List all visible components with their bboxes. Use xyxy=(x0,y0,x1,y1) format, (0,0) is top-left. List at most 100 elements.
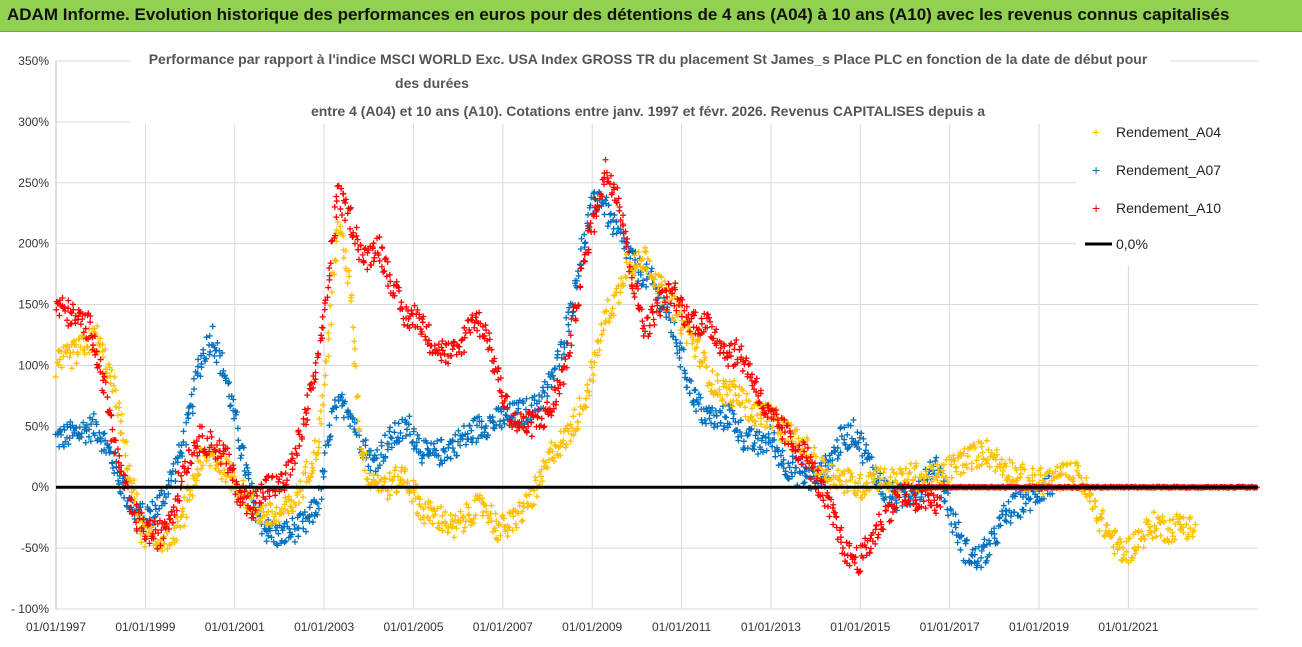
a07-point xyxy=(114,469,121,476)
a04-point xyxy=(1099,507,1106,514)
a04-point xyxy=(1046,467,1053,474)
a07-point xyxy=(985,537,992,544)
a07-point xyxy=(541,389,548,396)
a10-point xyxy=(359,251,366,258)
a07-point xyxy=(772,453,779,460)
a07-point xyxy=(188,391,195,398)
a10-point xyxy=(560,380,567,387)
a04-point xyxy=(930,466,937,473)
a04-point xyxy=(587,376,594,383)
a07-point xyxy=(751,440,758,447)
a07-point xyxy=(918,494,925,501)
a10-point xyxy=(846,540,853,547)
a10-point xyxy=(760,404,767,411)
a07-point xyxy=(972,545,979,552)
a10-point xyxy=(417,326,424,333)
a04-point xyxy=(1096,527,1103,534)
a04-point xyxy=(565,428,572,435)
a07-point xyxy=(385,440,392,447)
a10-point xyxy=(353,224,360,231)
a10-point xyxy=(752,378,759,385)
a04-point xyxy=(457,517,464,524)
a04-point xyxy=(999,467,1006,474)
a10-point xyxy=(751,379,758,386)
a07-point xyxy=(1034,493,1041,500)
a10-point xyxy=(195,433,202,440)
a04-point xyxy=(586,392,593,399)
a10-point xyxy=(619,212,626,219)
a04-point xyxy=(94,323,101,330)
a10-point xyxy=(294,452,301,459)
a07-point xyxy=(881,496,888,503)
a04-point xyxy=(754,412,761,419)
a04-point xyxy=(374,472,381,479)
a04-point xyxy=(992,468,999,475)
a10-point xyxy=(422,333,429,340)
a07-point xyxy=(211,352,218,359)
a04-point xyxy=(724,391,731,398)
a07-point xyxy=(758,437,765,444)
a10-point xyxy=(472,314,479,321)
a10-point xyxy=(208,433,215,440)
a10-point xyxy=(667,300,674,307)
a07-point xyxy=(66,435,73,442)
a04-point xyxy=(52,373,59,380)
a10-point xyxy=(838,539,845,546)
a07-point xyxy=(801,479,808,486)
a04-point xyxy=(303,458,310,465)
a04-point xyxy=(643,268,650,275)
a10-point xyxy=(578,265,585,272)
a07-point xyxy=(613,218,620,225)
a07-point xyxy=(67,418,74,425)
a04-point xyxy=(606,315,613,322)
a07-point xyxy=(735,437,742,444)
a07-point xyxy=(844,431,851,438)
a10-point xyxy=(53,306,60,313)
a10-point xyxy=(658,289,665,296)
a10-point xyxy=(787,433,794,440)
a04-point xyxy=(492,527,499,534)
a10-point xyxy=(171,512,178,519)
a07-point xyxy=(386,428,393,435)
a10-point xyxy=(82,325,89,332)
a07-point xyxy=(237,455,244,462)
a07-point xyxy=(414,431,421,438)
a04-point xyxy=(344,280,351,287)
a10-point xyxy=(847,552,854,559)
a07-point xyxy=(550,375,557,382)
a10-point xyxy=(302,421,309,428)
a10-point xyxy=(642,328,649,335)
a07-point xyxy=(677,340,684,347)
a10-point xyxy=(381,256,388,263)
a07-point xyxy=(78,430,85,437)
a07-point xyxy=(688,377,695,384)
a04-point xyxy=(240,477,247,484)
a04-point xyxy=(123,438,130,445)
a04-point xyxy=(1106,528,1113,535)
a07-point xyxy=(65,441,72,448)
a10-point xyxy=(117,468,124,475)
a07-point xyxy=(602,197,609,204)
a07-point xyxy=(478,431,485,438)
a10-point xyxy=(69,301,76,308)
a04-point xyxy=(854,487,861,494)
a07-point xyxy=(268,534,275,541)
a10-point xyxy=(347,225,354,232)
a07-point xyxy=(351,426,358,433)
a07-point xyxy=(183,441,190,448)
a10-point xyxy=(64,317,71,324)
a07-point xyxy=(417,448,424,455)
a04-point xyxy=(410,477,417,484)
a10-point xyxy=(614,199,621,206)
a07-point xyxy=(591,195,598,202)
a04-point xyxy=(1170,516,1177,523)
a04-point xyxy=(562,444,569,451)
a10-point xyxy=(727,353,734,360)
a10-point xyxy=(474,327,481,334)
a10-point xyxy=(408,307,415,314)
a04-point xyxy=(632,268,639,275)
a10-point xyxy=(772,407,779,414)
a04-point xyxy=(881,465,888,472)
a07-point xyxy=(771,429,778,436)
a04-point xyxy=(913,462,920,469)
